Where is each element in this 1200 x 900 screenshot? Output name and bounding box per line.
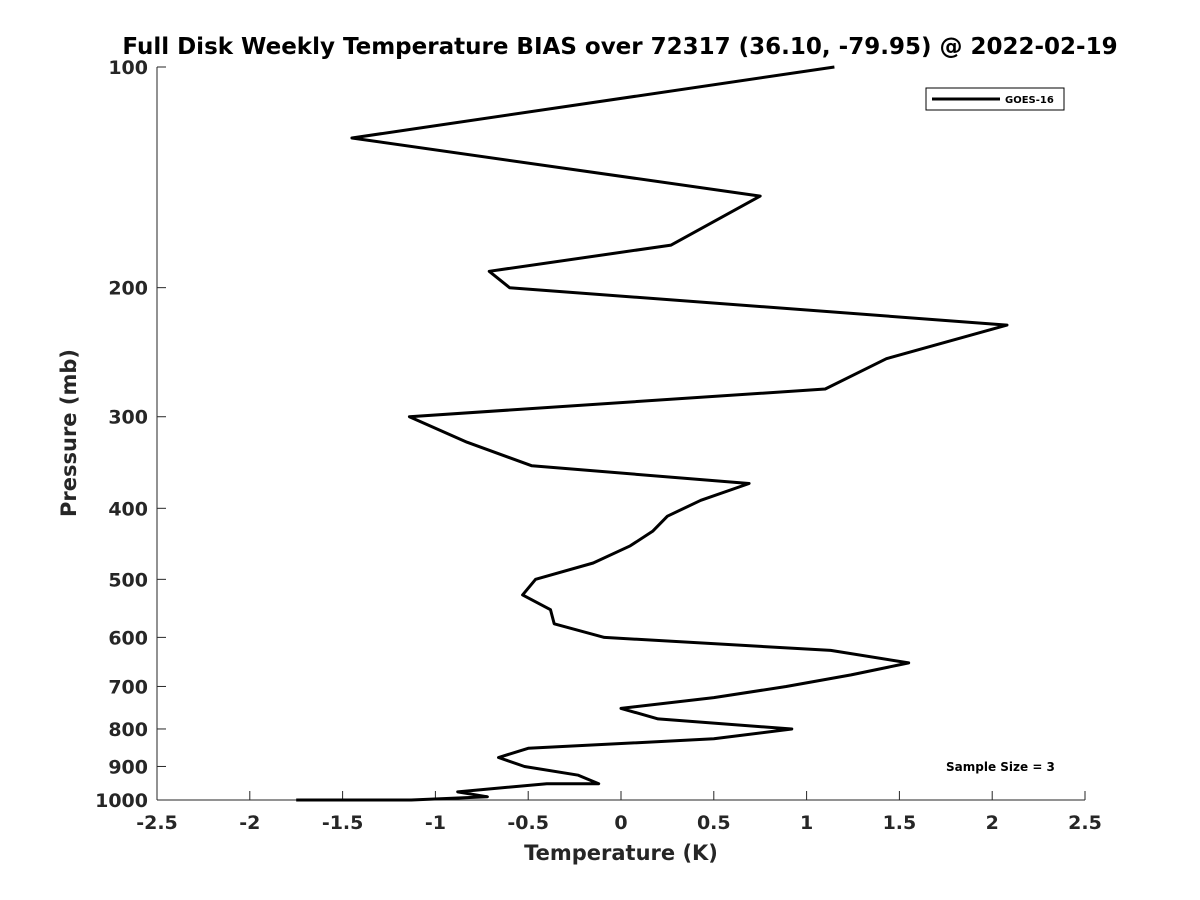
y-tick-label: 300 <box>108 407 148 429</box>
y-tick-label: 500 <box>108 569 148 591</box>
x-tick-label: 1 <box>800 812 813 834</box>
x-tick-label: 2 <box>986 812 999 834</box>
series-line-0 <box>296 65 1009 802</box>
x-tick-label: -1 <box>425 812 446 834</box>
x-axis: -2.5 -2 -1.5 -1 -0.5 0 0.5 1 1.5 2 2.5 <box>136 791 1102 834</box>
y-axis-label: Pressure (mb) <box>57 349 81 517</box>
y-tick-label: 700 <box>108 676 148 698</box>
sample-size-annotation: Sample Size = 3 <box>946 760 1055 774</box>
legend-entry-goes-16: GOES-16 <box>1005 95 1054 106</box>
y-tick-label: 900 <box>108 756 148 778</box>
y-axis: 100 200 300 400 500 600 700 800 900 1000 <box>95 57 166 812</box>
legend: GOES-16 <box>925 87 1065 111</box>
x-tick-label: 1.5 <box>883 812 917 834</box>
y-tick-label: 800 <box>108 719 148 741</box>
y-tick-label: 600 <box>108 627 148 649</box>
x-tick-label: 0.5 <box>697 812 731 834</box>
y-tick-label: 400 <box>108 498 148 520</box>
x-axis-label: Temperature (K) <box>524 841 718 865</box>
y-tick-label: 200 <box>108 278 148 300</box>
x-tick-label: 0 <box>614 812 627 834</box>
chart-title: Full Disk Weekly Temperature BIAS over 7… <box>122 34 1117 60</box>
x-tick-label: -0.5 <box>507 812 549 834</box>
x-tick-label: -1.5 <box>322 812 364 834</box>
y-tick-label: 1000 <box>95 790 148 812</box>
x-tick-label: -2 <box>239 812 260 834</box>
x-tick-label: -2.5 <box>136 812 178 834</box>
series-group <box>296 65 1009 802</box>
x-tick-label: 2.5 <box>1068 812 1102 834</box>
y-tick-label: 100 <box>108 57 148 79</box>
